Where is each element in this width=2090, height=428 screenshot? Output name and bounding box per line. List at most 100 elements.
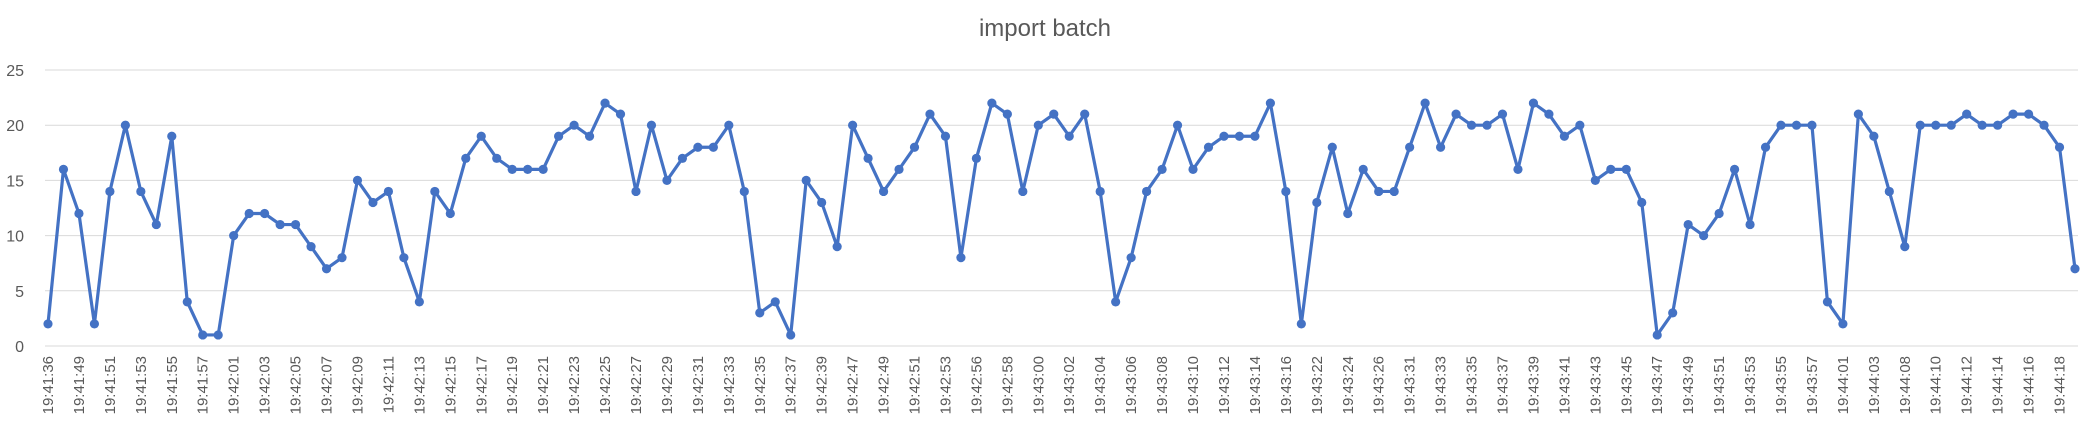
data-point — [1405, 142, 1415, 152]
x-tick-label: 19:43:02 — [1061, 356, 1078, 414]
data-point — [971, 153, 981, 163]
data-point — [1157, 164, 1167, 174]
data-point — [1513, 164, 1523, 174]
x-tick-label: 19:42:58 — [999, 356, 1016, 414]
y-tick-label: 20 — [6, 118, 24, 135]
x-tick-label: 19:43:51 — [1711, 356, 1728, 414]
data-point — [1111, 297, 1121, 307]
x-tick-label: 19:42:51 — [907, 356, 924, 414]
x-tick-label: 19:44:18 — [2052, 356, 2069, 414]
data-point — [105, 186, 115, 197]
data-point — [2023, 109, 2034, 119]
data-point — [755, 308, 765, 318]
data-point — [136, 186, 146, 197]
x-tick-label: 19:41:49 — [71, 356, 88, 414]
data-point — [662, 175, 672, 185]
data-point — [1049, 109, 1059, 119]
data-point — [1838, 319, 1848, 329]
data-point — [1451, 109, 1461, 119]
x-tick-label: 19:42:31 — [690, 356, 707, 414]
data-point — [987, 98, 997, 108]
data-point — [693, 142, 703, 152]
data-point — [724, 120, 734, 130]
x-tick-label: 19:43:49 — [1680, 356, 1697, 414]
x-tick-label: 19:44:16 — [2021, 356, 2038, 414]
x-tick-label: 19:44:14 — [1990, 356, 2007, 414]
x-tick-label: 19:42:56 — [968, 356, 985, 414]
data-point — [1528, 98, 1539, 108]
x-tick-label: 19:42:35 — [752, 356, 769, 414]
data-point — [476, 131, 486, 141]
data-point — [863, 153, 873, 163]
x-tick-label: 19:42:49 — [876, 356, 893, 414]
data-point — [1962, 109, 1972, 119]
data-point — [1621, 164, 1631, 174]
y-tick-label: 5 — [15, 284, 24, 301]
data-point — [2039, 120, 2049, 130]
data-point — [584, 131, 595, 141]
x-tick-label: 19:42:13 — [411, 356, 428, 414]
data-point — [1219, 131, 1229, 141]
x-tick-label: 19:42:09 — [349, 356, 366, 414]
data-point — [399, 253, 409, 263]
x-tick-label: 19:42:05 — [288, 356, 305, 414]
data-point — [1807, 120, 1817, 130]
data-point — [1915, 120, 1925, 130]
data-point — [1652, 330, 1662, 340]
data-point — [275, 219, 285, 230]
data-point — [244, 208, 254, 219]
data-point — [182, 297, 192, 307]
data-point — [430, 186, 440, 197]
data-point — [213, 330, 223, 340]
x-tick-label: 19:42:37 — [783, 356, 800, 414]
x-tick-label: 19:41:55 — [164, 356, 181, 414]
data-point — [1776, 120, 1786, 130]
data-point — [507, 164, 517, 174]
data-point — [1699, 231, 1709, 241]
data-point — [956, 253, 966, 263]
data-point — [151, 219, 161, 230]
x-tick-label: 19:43:04 — [1092, 356, 1109, 414]
data-point — [1080, 109, 1090, 119]
data-point — [1126, 253, 1136, 263]
data-point — [1559, 131, 1569, 141]
x-tick-label: 19:41:51 — [102, 356, 119, 414]
data-point — [1296, 319, 1306, 329]
data-point — [321, 264, 332, 274]
data-point — [631, 186, 641, 197]
data-point — [1931, 120, 1941, 130]
data-point — [909, 142, 920, 152]
data-point — [817, 197, 827, 208]
x-tick-label: 19:42:07 — [319, 356, 336, 414]
x-tick-label: 19:43:06 — [1123, 356, 1140, 414]
data-point — [1822, 297, 1833, 307]
data-point — [1497, 109, 1508, 119]
x-tick-label: 19:42:21 — [535, 356, 552, 414]
data-point — [708, 142, 718, 152]
data-point — [1374, 186, 1384, 197]
x-tick-label: 19:44:01 — [1835, 356, 1852, 414]
x-tick-label: 19:43:41 — [1556, 356, 1573, 414]
data-point — [1033, 120, 1043, 130]
data-point — [1729, 164, 1740, 174]
data-point — [1637, 197, 1647, 208]
data-point — [677, 153, 688, 163]
data-point — [2054, 142, 2065, 152]
data-point — [1884, 186, 1894, 197]
data-point — [646, 120, 657, 130]
data-point — [925, 109, 935, 119]
data-point — [739, 186, 749, 197]
x-tick-label: 19:43:00 — [1030, 356, 1047, 414]
data-point — [120, 120, 130, 130]
data-point — [1095, 186, 1105, 197]
data-point — [1946, 120, 1956, 130]
data-point — [832, 242, 842, 252]
data-point — [1435, 142, 1446, 152]
data-point — [569, 120, 579, 130]
data-point — [1745, 219, 1755, 230]
data-markers — [43, 98, 2080, 340]
data-point — [786, 330, 796, 340]
data-point — [1389, 186, 1399, 197]
y-tick-label: 25 — [6, 63, 24, 80]
